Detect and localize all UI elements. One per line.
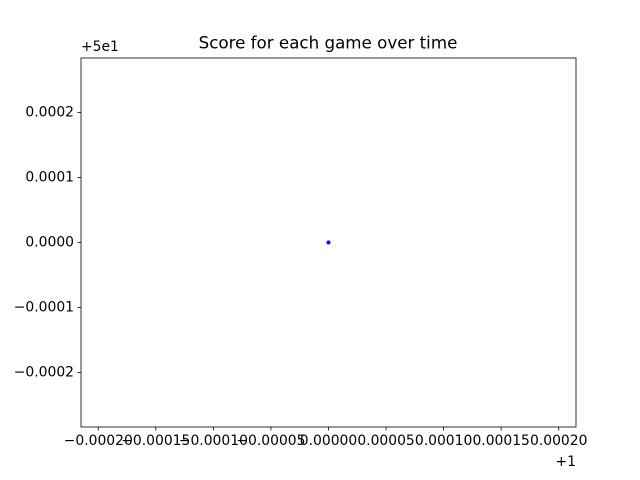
y-offset-label: +5e1	[81, 39, 119, 55]
x-tick-label: −0.00020	[64, 433, 133, 449]
x-tick-label: −0.00005	[236, 433, 305, 449]
x-offset-label: +1	[556, 454, 576, 470]
x-tick-label: −0.00010	[179, 433, 248, 449]
chart-title: Score for each game over time	[199, 33, 458, 53]
x-tick-label: −0.00015	[121, 433, 190, 449]
y-tick-label: −0.0001	[14, 299, 74, 315]
x-tick-label: 0.00010	[415, 433, 472, 449]
y-tick-label: 0.0000	[25, 235, 74, 251]
x-tick-label: 0.00020	[530, 433, 587, 449]
x-tick-label: 0.00000	[300, 433, 357, 449]
point	[326, 240, 331, 245]
x-tick-label: 0.00005	[357, 433, 414, 449]
y-tick-label: 0.0002	[25, 105, 74, 121]
x-tick-label: 0.00015	[472, 433, 529, 449]
y-tick-label: 0.0001	[25, 170, 74, 186]
y-tick-label: −0.0002	[14, 364, 74, 380]
